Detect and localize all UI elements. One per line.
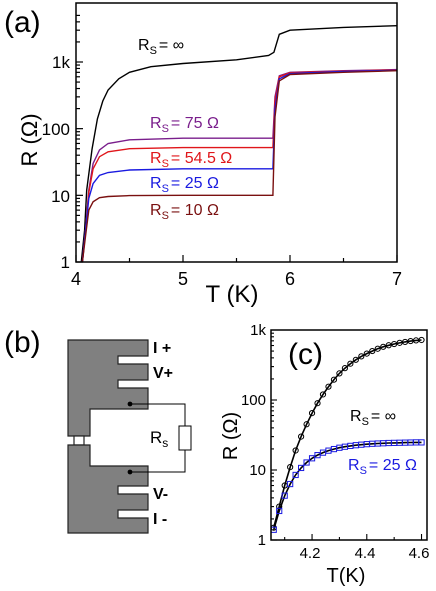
panel-c-y-axis-title: R (Ω)	[220, 412, 242, 460]
panel-c-x-axis-title: T(K)	[327, 565, 366, 587]
panel-c-data-point	[292, 447, 299, 454]
panel-a-ytick-label: 100	[42, 120, 70, 139]
panel-c-ytick-label: 1	[258, 532, 266, 549]
panel-c-ytick-label: 1k	[250, 322, 266, 339]
panel-a-series-line	[80, 25, 398, 263]
panel-c-label: (c)	[288, 338, 323, 371]
series-label-rs-10: RS = 10 Ω	[150, 202, 219, 222]
panel-c-data-point	[391, 340, 398, 348]
panel-a-xtick-label: 7	[392, 269, 402, 289]
panel-a-xtick-label: 5	[178, 269, 188, 289]
panel-c: (c) 1 10 100 1k 4.2 4.4 4.6 T(K) R (Ω) R…	[220, 322, 429, 587]
panel-c-data-point	[298, 433, 305, 440]
terminal-label-i-plus: I +	[153, 340, 171, 357]
panel-c-data-point	[358, 353, 365, 360]
panel-c-data-point	[319, 391, 327, 398]
series-label-rs-75: RS = 75 Ω	[150, 115, 219, 135]
panel-a-ytick-label: 1k	[52, 53, 70, 72]
panel-c-data-point	[303, 421, 310, 428]
panel-c-data-point	[298, 464, 305, 472]
panel-a-ytick-label: 1	[61, 253, 70, 272]
upper-electrode	[67, 339, 149, 437]
device-pattern	[67, 339, 192, 534]
panel-c-data-point	[308, 455, 316, 462]
panel-a-y-axis-title: R (Ω)	[17, 113, 42, 166]
panel-c-data-point	[418, 439, 425, 446]
panel-c-data-point	[341, 365, 348, 372]
panel-c-data-point	[308, 409, 316, 417]
panel-c-xtick-label: 4.4	[355, 545, 376, 562]
panel-c-data-point	[385, 342, 392, 349]
panel-c-series-layer	[270, 336, 425, 533]
panel-c-ytick-label: 100	[241, 392, 266, 409]
panel-a-label: (a)	[4, 6, 41, 39]
panel-c-xtick-label: 4.2	[300, 545, 321, 562]
panel-c-plot-frame	[270, 329, 428, 541]
panel-c-data-point	[418, 336, 425, 344]
panel-a-series-line	[81, 69, 398, 263]
upper-contact-dot	[127, 401, 133, 407]
panel-a-x-axis-title: T (K)	[206, 281, 259, 308]
panel-a-xtick-label: 4	[71, 269, 81, 289]
lower-lead-wire	[130, 450, 186, 473]
series-label-rs-54-5: RS = 54.5 Ω	[150, 150, 232, 170]
terminal-label-v-plus: V+	[153, 365, 173, 382]
lower-electrode	[67, 444, 149, 534]
panel-c-data-point	[292, 471, 299, 479]
terminal-label-i-minus: I -	[153, 511, 167, 528]
panel-c-data-point	[325, 383, 332, 390]
panel-c-data-point	[380, 343, 387, 350]
panel-c-data-point	[314, 400, 321, 407]
panel-b: (b) I + V+ V- I - Rs	[4, 326, 192, 534]
panel-c-data-point	[276, 507, 283, 515]
panel-c-data-point	[363, 350, 370, 357]
panel-c-data-point	[303, 459, 310, 466]
panel-a-ticks	[75, 14, 398, 263]
terminal-label-v-minus: V-	[153, 486, 168, 503]
panel-a-ytick-label: 10	[51, 187, 70, 206]
device-bridge	[73, 435, 85, 446]
panel-c-ticks	[271, 332, 423, 541]
series-label-rs-25: RS = 25 Ω	[150, 175, 219, 195]
panel-a-series-layer	[80, 25, 398, 263]
panel-c-data-point	[347, 360, 354, 367]
panel-c-series-label-rs-25: RS = 25 Ω	[348, 457, 417, 477]
panel-c-data-point	[330, 376, 338, 383]
panel-a-series-line	[81, 69, 398, 263]
shunt-resistor-label: Rs	[150, 428, 168, 450]
panel-c-data-point	[369, 347, 376, 355]
panel-c-data-point	[352, 356, 359, 363]
panel-a: (a) 4 5 6 7 1 10 100 1k T (K) R (Ω) RS = …	[4, 2, 402, 308]
panel-c-data-point	[287, 464, 294, 471]
shunt-resistor-symbol	[178, 425, 192, 451]
panel-b-label: (b)	[4, 326, 41, 359]
panel-a-series-line	[81, 70, 398, 263]
panel-c-data-point	[287, 480, 294, 488]
panel-c-ytick-label: 10	[249, 462, 266, 479]
panel-c-data-point	[336, 370, 343, 377]
panel-a-series-line	[81, 68, 398, 263]
panel-c-xtick-label: 4.6	[409, 545, 430, 562]
panel-c-data-point	[374, 345, 381, 352]
lower-contact-dot	[127, 469, 133, 475]
series-label-rs-inf: RS = ∞	[138, 37, 184, 57]
panel-a-plot-frame	[75, 2, 398, 263]
panel-c-fit-line	[272, 441, 422, 531]
panel-c-series-label-rs-inf: RS = ∞	[350, 408, 396, 428]
panel-a-xtick-label: 6	[285, 269, 295, 289]
panel-c-data-point	[281, 492, 288, 499]
upper-lead-wire	[130, 403, 186, 426]
